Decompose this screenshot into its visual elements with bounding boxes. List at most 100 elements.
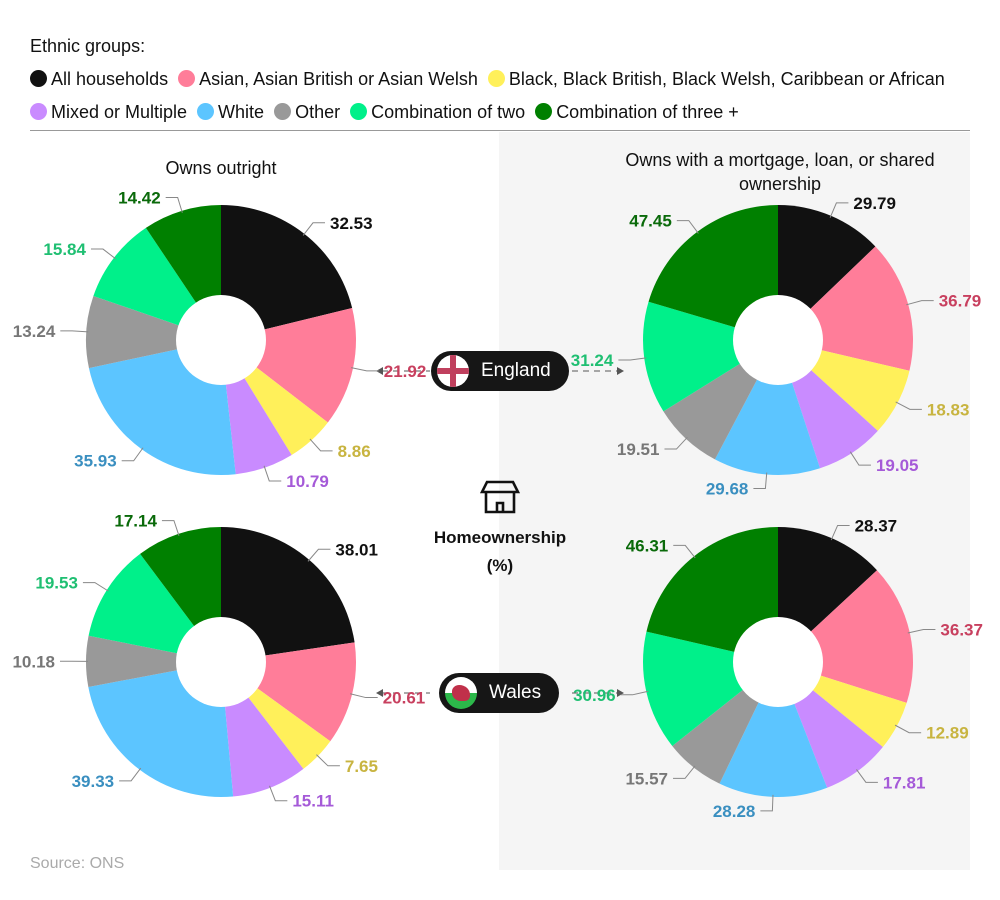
donut-hole bbox=[733, 295, 823, 385]
legend-item: White bbox=[197, 96, 264, 129]
england-flag-icon bbox=[437, 355, 469, 387]
legend-item: All households bbox=[30, 63, 168, 96]
legend-swatch bbox=[535, 103, 553, 120]
legend-item: Combination of two bbox=[350, 96, 525, 129]
data-label: 47.45 bbox=[629, 212, 672, 231]
data-label: 18.83 bbox=[927, 400, 970, 419]
leader-line bbox=[269, 785, 288, 802]
legend-label: Black, Black British, Black Welsh, Carib… bbox=[508, 69, 945, 89]
leader-line bbox=[82, 582, 109, 592]
leader-line bbox=[307, 548, 331, 562]
leader-line bbox=[895, 401, 922, 410]
data-label: 29.68 bbox=[706, 479, 749, 498]
england-label: England bbox=[481, 360, 551, 381]
leader-line bbox=[894, 724, 922, 734]
house-icon bbox=[480, 480, 520, 514]
pie-slice bbox=[648, 205, 778, 340]
legend-swatch bbox=[487, 70, 505, 87]
data-label: 15.11 bbox=[292, 792, 334, 811]
pie-slice bbox=[642, 301, 778, 412]
legend-label: Asian, Asian British or Asian Welsh bbox=[199, 69, 478, 89]
leader-line bbox=[302, 222, 326, 236]
data-label: 15.57 bbox=[625, 769, 668, 788]
legend-swatch bbox=[197, 103, 215, 120]
legend-swatch bbox=[30, 70, 47, 87]
source-note: Source: ONS bbox=[30, 855, 125, 872]
column-title-mortgage: Owns with a mortgage, loan, or shared ow… bbox=[625, 150, 935, 194]
data-label: 19.53 bbox=[35, 574, 78, 593]
legend-item: Mixed or Multiple bbox=[30, 96, 187, 129]
leader-line bbox=[673, 765, 696, 779]
data-label: 15.84 bbox=[43, 240, 86, 259]
legend-label: Mixed or Multiple bbox=[51, 102, 188, 122]
leader-line bbox=[161, 520, 180, 536]
pie-slice bbox=[85, 295, 221, 369]
leader-line bbox=[165, 196, 183, 213]
leader-line bbox=[263, 465, 282, 482]
data-label: 12.89 bbox=[926, 724, 969, 743]
donut-hole bbox=[733, 617, 823, 707]
legend-item: Black, Black British, Black Welsh, Carib… bbox=[487, 63, 945, 96]
leader-line bbox=[351, 367, 379, 372]
legend-title: Ethnic groups: bbox=[30, 36, 146, 56]
donut-hole bbox=[176, 617, 266, 707]
center-caption: Homeownership (%) bbox=[400, 478, 600, 580]
data-label: 31.24 bbox=[571, 351, 614, 370]
leader-line bbox=[760, 794, 774, 812]
leader-line bbox=[753, 472, 768, 489]
data-label: 21.92 bbox=[384, 362, 427, 381]
pie-slice bbox=[719, 662, 828, 797]
leader-line bbox=[676, 220, 699, 234]
divider bbox=[30, 130, 970, 131]
leader-line bbox=[618, 357, 647, 361]
leader-line bbox=[830, 524, 850, 541]
leader-line bbox=[119, 767, 142, 782]
center-title: Homeownership bbox=[433, 528, 567, 547]
legend-item: Other bbox=[274, 96, 340, 129]
data-label: 46.31 bbox=[626, 536, 669, 555]
leader-line bbox=[906, 300, 934, 306]
legend-item: Asian, Asian British or Asian Welsh bbox=[178, 63, 478, 96]
wales-flag-icon bbox=[445, 677, 477, 709]
data-label: 35.93 bbox=[74, 452, 117, 471]
data-label: 29.79 bbox=[853, 194, 896, 213]
leader-line bbox=[90, 248, 116, 260]
pie-slice bbox=[221, 205, 353, 340]
leader-line bbox=[350, 693, 378, 699]
data-label: 10.79 bbox=[286, 472, 329, 491]
data-label: 7.65 bbox=[345, 757, 378, 776]
wales-badge: Wales bbox=[439, 673, 560, 713]
leader-line bbox=[60, 330, 89, 333]
leader-line bbox=[664, 436, 688, 450]
leader-line bbox=[849, 451, 871, 466]
data-label: 19.51 bbox=[617, 440, 660, 459]
data-label: 36.37 bbox=[940, 620, 983, 639]
column-title-outright: Owns outright bbox=[165, 158, 277, 178]
data-label: 13.24 bbox=[13, 322, 56, 341]
leader-line bbox=[121, 447, 144, 462]
data-label: 10.18 bbox=[12, 652, 55, 671]
data-label: 17.81 bbox=[883, 773, 926, 792]
legend-label: Combination of three + bbox=[556, 102, 739, 122]
data-label: 39.33 bbox=[72, 772, 115, 791]
arrow-left-icon bbox=[376, 367, 383, 375]
arrow-left-icon bbox=[376, 689, 383, 697]
pie-slice bbox=[714, 340, 821, 475]
leader-line bbox=[829, 202, 849, 218]
legend-swatch bbox=[178, 70, 196, 87]
data-label: 32.53 bbox=[330, 214, 373, 233]
wales-label: Wales bbox=[489, 682, 542, 703]
legend-label: Combination of two bbox=[371, 102, 526, 122]
data-label: 17.14 bbox=[114, 512, 157, 531]
leader-line bbox=[673, 544, 696, 559]
data-label: 36.79 bbox=[939, 292, 982, 311]
data-label: 30.96 bbox=[573, 686, 616, 705]
arrow-right-icon bbox=[617, 367, 624, 375]
legend-swatch bbox=[30, 103, 47, 120]
leader-line bbox=[856, 769, 878, 783]
legend-swatch bbox=[350, 103, 368, 120]
legend: Ethnic groups: All households Asian, Asia… bbox=[30, 30, 980, 129]
arrow-right-icon bbox=[617, 689, 624, 697]
data-label: 20.61 bbox=[383, 689, 426, 708]
legend-label: White bbox=[218, 102, 265, 122]
